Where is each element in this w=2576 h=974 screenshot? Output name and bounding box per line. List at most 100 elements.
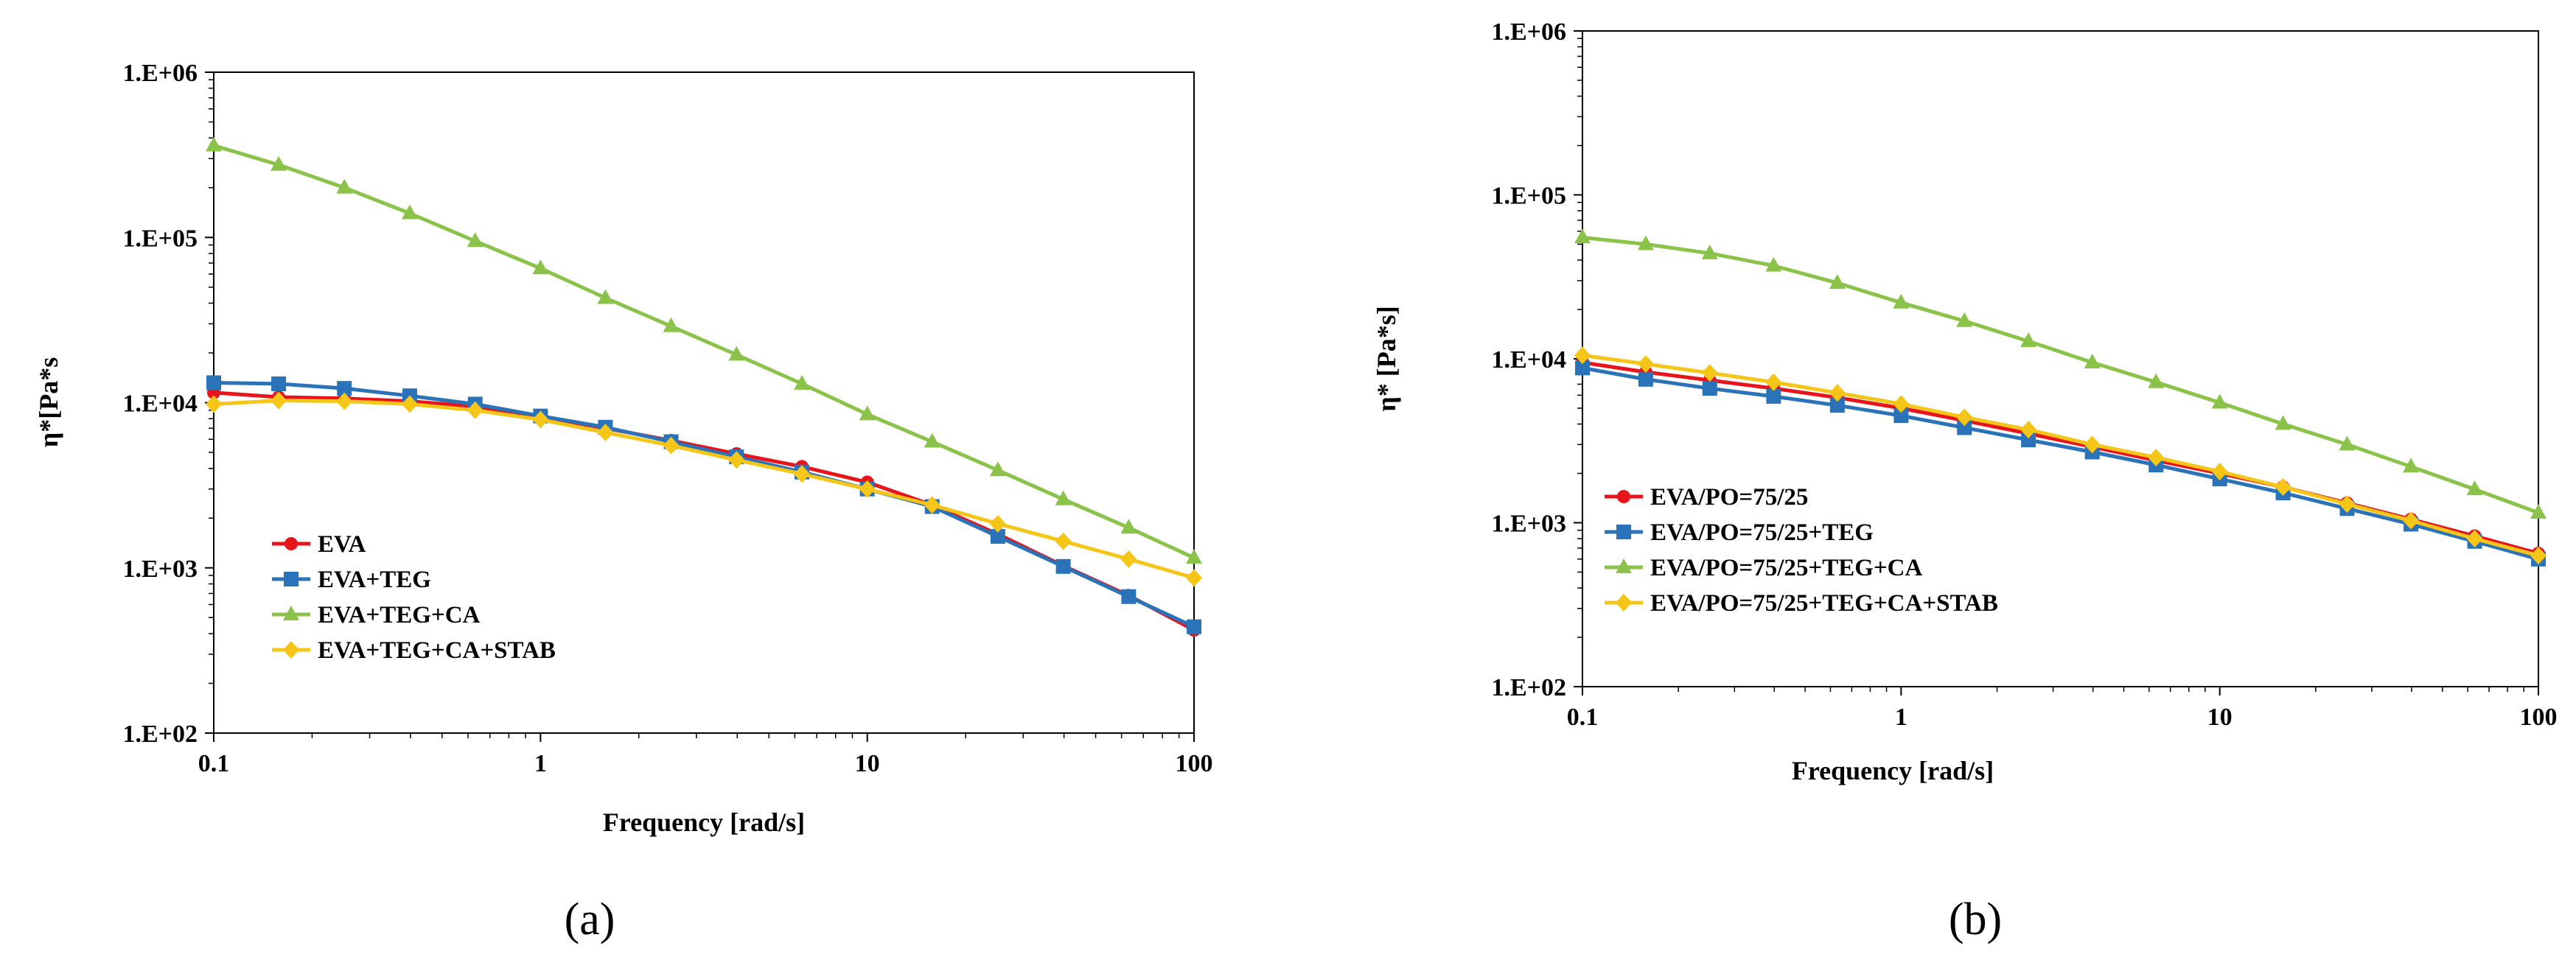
data-point [924, 496, 940, 514]
data-point [401, 395, 418, 413]
data-point [597, 289, 614, 304]
data-point [2530, 503, 2547, 519]
x-tick-label: 1 [534, 750, 547, 777]
series-line [213, 390, 1195, 632]
y-tick-label: 1.E+03 [1491, 511, 1566, 538]
data-point [1186, 569, 1202, 587]
data-point [336, 178, 353, 194]
legend-label: EVA+TEG+CA [318, 602, 481, 628]
data-point [2021, 432, 2036, 448]
data-point [2084, 435, 2101, 454]
data-point [2020, 421, 2037, 439]
data-point [2084, 353, 2101, 368]
data-point [1638, 371, 1653, 387]
data-point [2403, 511, 2420, 530]
data-point [1121, 589, 1137, 604]
data-point [337, 381, 352, 396]
data-point [1187, 619, 1201, 634]
plot-area-b [1582, 30, 2539, 687]
legend-label: EVA+TEG+CA+STAB [318, 637, 556, 664]
y-axis-title-b: η* [Pa*s] [1372, 306, 1401, 411]
data-point [1701, 244, 1718, 259]
data-point [2339, 435, 2356, 451]
series-line [213, 381, 1195, 628]
legend-marker [1617, 490, 1630, 503]
axes-b: 0.1 1 10 100 1.E+02 1.E+03 1.E+04 1.E+05 1.E+06 [1491, 18, 2557, 731]
data-point [597, 423, 614, 441]
data-point [1120, 519, 1137, 534]
data-point [794, 374, 811, 390]
data-point [401, 204, 418, 220]
data-point [1637, 355, 1654, 374]
data-point [1055, 558, 1071, 574]
data-point [794, 465, 811, 483]
data-point [1120, 550, 1137, 568]
x-tick-label: 100 [1176, 750, 1213, 777]
data-point [859, 405, 876, 421]
legend-marker [1616, 558, 1632, 573]
panel-label-a: (a) [565, 894, 615, 945]
x-tick-label: 10 [855, 750, 880, 777]
y-axis-title-a: η*[Pa*s [34, 357, 63, 447]
data-point [1765, 373, 1782, 391]
data-point [1765, 256, 1782, 272]
y-tick-label: 1.E+04 [1491, 346, 1566, 374]
data-point [1893, 408, 1909, 424]
data-point [532, 410, 549, 429]
x-axis-title-a: Frequency [rad/s] [603, 807, 805, 837]
data-point [2403, 458, 2420, 473]
data-point [336, 392, 353, 410]
data-point [2211, 393, 2228, 409]
x-tick-label: 10 [2207, 704, 2233, 731]
axes-a: 0.1 1 10 100 1.E+02 1.E+03 1.E+04 1.E+05 1.E+06 [122, 60, 1212, 777]
data-point [2211, 463, 2228, 481]
legend-label: EVA/PO=75/25+TEG+CA [1650, 555, 1923, 581]
data-point [1702, 381, 1717, 396]
series-line [213, 399, 1195, 580]
data-point [1956, 312, 1973, 327]
data-point [859, 480, 876, 498]
legend-marker [283, 606, 299, 620]
data-point [990, 529, 1005, 544]
panel-label-b: (b) [1949, 894, 2002, 945]
data-point [2020, 332, 2037, 348]
data-point [1574, 228, 1591, 244]
x-tick-label: 1 [1895, 704, 1907, 731]
data-point [1829, 398, 1845, 413]
y-tick-label: 1.E+05 [1491, 183, 1566, 210]
data-point [728, 346, 745, 361]
data-point [1766, 388, 1781, 404]
data-point [2339, 495, 2356, 514]
legend-label: EVA/PO=75/25 [1650, 484, 1808, 511]
data-point [1893, 293, 1910, 309]
chart-panel-a: 0.1 1 10 1001.E+021.E+031.E+041.E+051.E+06 … [34, 60, 1213, 945]
data-point [270, 391, 287, 410]
x-axis-title-b: Frequency [rad/s] [1792, 756, 1994, 785]
series-line [1582, 353, 2539, 558]
data-point [1055, 490, 1072, 505]
data-point [2466, 480, 2483, 496]
data-point [1829, 384, 1846, 402]
y-tick-label: 1.E+06 [122, 60, 198, 87]
series-group-b [1574, 228, 2547, 567]
legend-label: EVA/PO=75/25+TEG+CA+STAB [1650, 590, 1998, 617]
series-group-a [206, 136, 1202, 637]
series-line [1582, 365, 2539, 561]
data-point [1957, 420, 1972, 435]
data-point [206, 136, 222, 152]
data-point [663, 317, 680, 332]
data-point [532, 259, 549, 275]
legend-marker [1616, 594, 1632, 612]
y-tick-label: 1.E+05 [122, 225, 198, 252]
data-point [1574, 346, 1591, 365]
data-point [1701, 364, 1718, 382]
data-point [1055, 532, 1072, 550]
legend-marker [283, 641, 299, 659]
data-point [989, 514, 1006, 533]
data-point [206, 375, 221, 390]
data-point [467, 232, 484, 248]
y-tick-label: 1.E+02 [122, 721, 198, 748]
y-tick-label: 1.E+04 [122, 390, 198, 418]
legend-marker [1616, 525, 1631, 539]
